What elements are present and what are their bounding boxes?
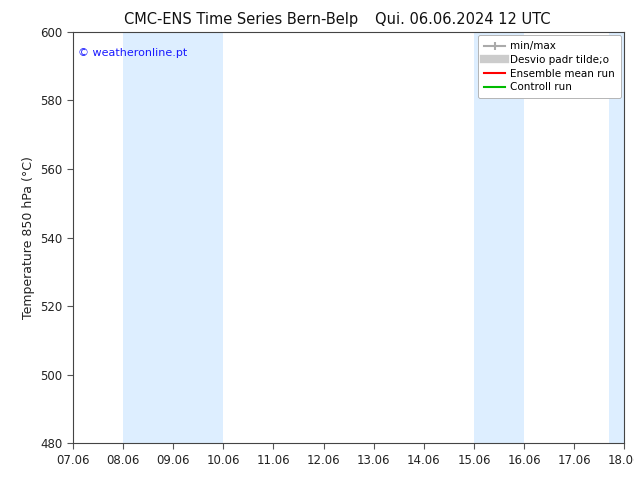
Y-axis label: Temperature 850 hPa (°C): Temperature 850 hPa (°C): [22, 156, 35, 319]
Bar: [624, 32, 634, 443]
Bar: [609, 32, 624, 443]
Text: Qui. 06.06.2024 12 UTC: Qui. 06.06.2024 12 UTC: [375, 12, 550, 27]
Bar: [123, 32, 223, 443]
Text: CMC-ENS Time Series Bern-Belp: CMC-ENS Time Series Bern-Belp: [124, 12, 358, 27]
Text: © weatheronline.pt: © weatheronline.pt: [79, 49, 188, 58]
Bar: [474, 32, 524, 443]
Legend: min/max, Desvio padr tilde;o, Ensemble mean run, Controll run: min/max, Desvio padr tilde;o, Ensemble m…: [478, 35, 621, 98]
